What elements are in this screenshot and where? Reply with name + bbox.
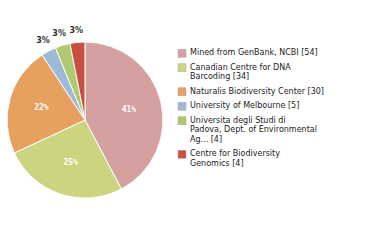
data-label: 3% <box>36 36 50 45</box>
data-label: 22% <box>34 103 49 112</box>
data-label: 3% <box>52 29 66 38</box>
legend-swatch <box>178 117 186 125</box>
pie-slice <box>70 42 85 120</box>
legend-swatch <box>178 49 186 57</box>
legend-swatch <box>178 88 186 96</box>
legend-label: Mined from GenBank, NCBI [54] <box>190 48 318 57</box>
data-labels: 41%25%22%3%3%3% <box>34 26 136 167</box>
legend-label: Naturalis Biodiversity Center [30] <box>190 87 324 96</box>
legend-label: Universita degli Studi diPadova, Dept. o… <box>190 116 317 144</box>
data-label: 41% <box>122 105 137 114</box>
data-label: 25% <box>63 158 78 167</box>
legend-label: Canadian Centre for DNABarcoding [34] <box>190 63 291 82</box>
data-label: 3% <box>69 26 83 35</box>
legend: Mined from GenBank, NCBI [54] Canadian Ce… <box>178 48 324 168</box>
legend-label: University of Melbourne [5] <box>190 101 299 110</box>
legend-swatch <box>178 64 186 72</box>
legend-label: Centre for BiodiversityGenomics [4] <box>190 149 280 168</box>
legend-swatch <box>178 150 186 158</box>
pie <box>7 42 163 198</box>
chart: 41%25%22%3%3%3%Mined from GenBank, NCBI … <box>0 0 380 240</box>
legend-swatch <box>178 102 186 110</box>
